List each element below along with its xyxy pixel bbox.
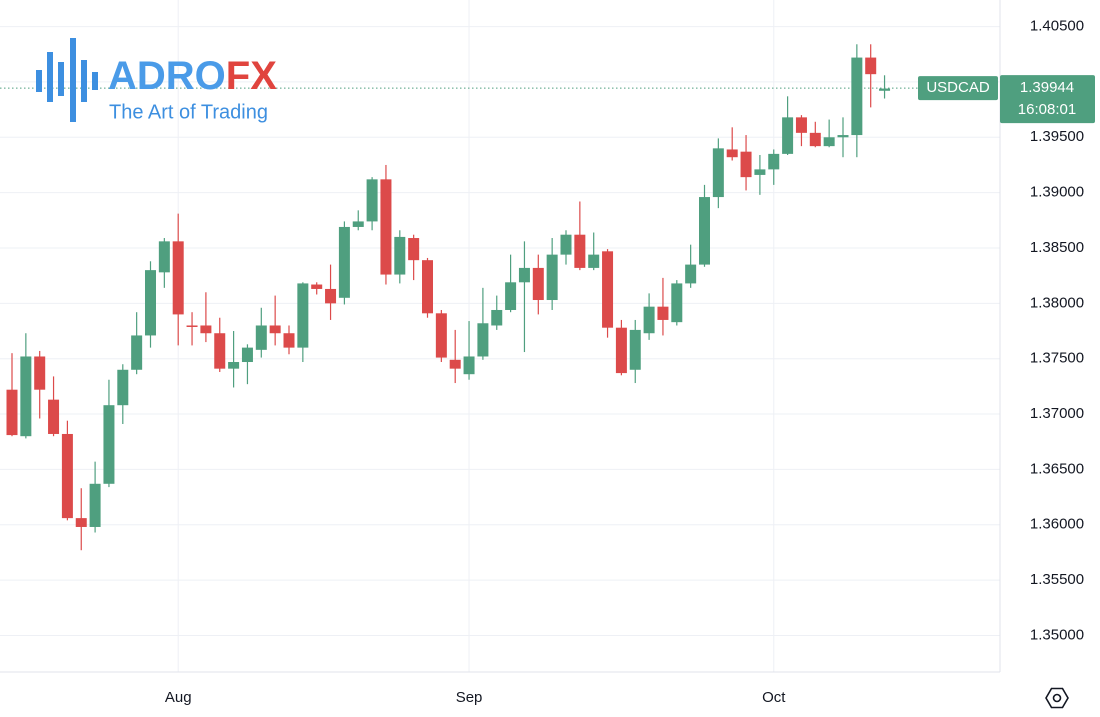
logo-tagline: The Art of Trading xyxy=(109,101,268,123)
candle-body xyxy=(491,309,503,326)
candle-body xyxy=(782,117,794,154)
y-tick-label: 1.40500 xyxy=(1030,18,1084,35)
y-tick-label: 1.37000 xyxy=(1030,405,1084,422)
y-tick-label: 1.35000 xyxy=(1030,626,1084,643)
candle-body xyxy=(89,483,101,527)
candle-body xyxy=(422,260,433,314)
candle-body xyxy=(75,518,87,527)
candle-body xyxy=(20,356,32,437)
x-tick-label: Sep xyxy=(456,689,483,706)
candle-body xyxy=(726,149,738,158)
candle-body xyxy=(408,238,420,261)
candle-body xyxy=(6,389,18,436)
y-tick-label: 1.38000 xyxy=(1030,294,1084,311)
candle-body xyxy=(394,236,406,275)
logo-bar xyxy=(92,72,98,90)
symbol-tag xyxy=(918,76,998,101)
candle-body xyxy=(615,327,627,374)
candle-body xyxy=(117,369,129,406)
candle-body xyxy=(366,179,378,222)
candle-body xyxy=(740,151,752,178)
candle-body xyxy=(241,347,253,363)
settings-hex xyxy=(1045,687,1069,709)
candle-body xyxy=(449,359,461,369)
candle-body xyxy=(768,153,780,170)
candle-body xyxy=(311,284,323,289)
candle-body xyxy=(602,251,614,328)
y-tick-label: 1.37500 xyxy=(1030,350,1084,367)
candle-body xyxy=(158,241,170,273)
candle-body xyxy=(879,88,891,91)
candle-body xyxy=(699,197,710,265)
logo-bar xyxy=(70,38,76,122)
logo-bar xyxy=(36,70,42,92)
x-tick-label: Aug xyxy=(165,689,192,706)
candle-body xyxy=(657,306,669,320)
candle-body xyxy=(823,137,835,147)
candle-body xyxy=(297,283,309,348)
y-tick-label: 1.38500 xyxy=(1030,239,1084,256)
logo-bar xyxy=(58,62,64,96)
logo: ADROFX The Art of Trading xyxy=(36,38,277,123)
candle-body xyxy=(477,323,489,357)
candle-body xyxy=(546,254,558,301)
candle-body xyxy=(172,241,184,315)
candle-body xyxy=(145,270,156,336)
candle-body xyxy=(560,234,572,255)
countdown-label: 16:08:01 xyxy=(1018,101,1076,118)
logo-bar xyxy=(81,60,87,102)
y-tick-label: 1.36500 xyxy=(1030,460,1084,477)
candle-body xyxy=(435,313,447,358)
candle-body xyxy=(574,234,586,268)
logo-bar xyxy=(47,52,53,102)
candle-body xyxy=(48,399,60,434)
candle-body xyxy=(754,169,766,175)
candle-body xyxy=(283,333,295,348)
candle-body xyxy=(518,267,530,283)
settings-dot xyxy=(1052,693,1062,703)
candle-body xyxy=(795,117,807,133)
candle-body xyxy=(255,325,267,350)
candle-body xyxy=(837,135,849,138)
candle-body xyxy=(103,405,115,484)
logo-brand: ADROFX xyxy=(108,54,277,98)
y-tick-label: 1.39000 xyxy=(1030,184,1084,201)
candle-body xyxy=(61,433,73,519)
candle-body xyxy=(643,306,655,334)
candle-body xyxy=(34,356,46,390)
candle-body xyxy=(685,264,697,284)
candle-body xyxy=(588,254,600,268)
candle-body xyxy=(463,356,475,375)
candle-body xyxy=(532,267,544,301)
candle-body xyxy=(380,179,392,275)
candle-body xyxy=(851,57,863,136)
candle-body xyxy=(325,288,337,304)
candle-body xyxy=(338,226,350,298)
last-price-label: 1.39944 xyxy=(1020,79,1074,96)
candle-body xyxy=(186,325,198,327)
candle-body xyxy=(629,329,641,370)
candle-body xyxy=(505,282,517,310)
logo-brand-main: ADRO xyxy=(108,54,226,98)
candle-body xyxy=(269,325,281,334)
y-tick-label: 1.35500 xyxy=(1030,571,1084,588)
logo-brand-accent: FX xyxy=(226,54,277,98)
symbol-label: USDCAD xyxy=(926,79,990,96)
x-tick-label: Oct xyxy=(762,689,786,706)
candle-body xyxy=(352,221,364,227)
candle-body xyxy=(200,325,212,334)
candle-body xyxy=(712,148,724,198)
candle-body xyxy=(865,57,877,75)
candle-body xyxy=(809,132,821,147)
y-tick-label: 1.36000 xyxy=(1030,516,1084,533)
price-tag xyxy=(1000,75,1095,124)
candle-body xyxy=(228,362,240,369)
y-tick-label: 1.39500 xyxy=(1030,128,1084,145)
settings-icon[interactable] xyxy=(1045,687,1069,709)
candle-body xyxy=(671,283,683,323)
candle-body xyxy=(214,333,226,369)
candle-body xyxy=(131,335,143,370)
